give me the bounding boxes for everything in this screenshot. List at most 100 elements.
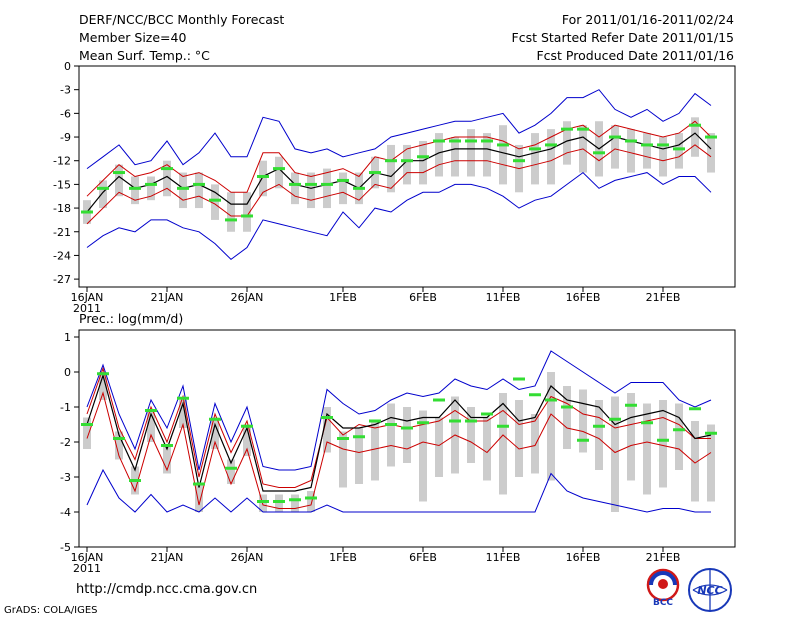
precip-marker <box>273 500 285 503</box>
temp-marker <box>129 186 141 190</box>
temp-marker <box>305 182 317 186</box>
precip-spread-box <box>179 400 187 428</box>
temp-spread-box <box>179 172 187 209</box>
temp-spread-box <box>675 133 683 169</box>
precip-xtick-label: 16JAN <box>71 551 104 564</box>
precip-marker <box>417 421 429 425</box>
temp-marker <box>625 139 637 143</box>
precip-marker <box>497 424 509 428</box>
precip-spread-box <box>291 494 299 512</box>
precip-xtick-label: 11FEB <box>486 551 521 564</box>
precip-spread-box <box>691 421 699 502</box>
bcc-logo: BCC <box>646 568 680 608</box>
temp-spread-box <box>115 164 123 197</box>
precip-marker <box>561 405 573 409</box>
temp-spread-box <box>195 172 203 209</box>
precip-marker <box>337 437 349 440</box>
precip-marker <box>145 409 157 412</box>
precip-marker <box>545 398 557 402</box>
temp-spread-box <box>403 144 411 185</box>
precip-ytick-label: -4 <box>60 506 71 519</box>
precip-marker <box>257 500 269 503</box>
temp-marker <box>369 171 381 175</box>
precip-max-line <box>86 350 712 471</box>
temp-marker <box>177 186 189 190</box>
precip-spread-box <box>547 372 555 481</box>
precip-year-label: 2011 <box>73 562 101 575</box>
precip-spread-box <box>211 417 219 449</box>
temp-marker <box>161 167 173 171</box>
precip-marker <box>177 396 189 400</box>
precip-lower-line <box>86 391 712 509</box>
precip-marker <box>641 421 653 425</box>
precip-spread-box <box>483 417 491 481</box>
precip-spread-box <box>147 410 155 442</box>
precip-spread-box <box>83 417 91 449</box>
precip-marker <box>353 435 365 439</box>
temp-ytick-label: -15 <box>53 178 71 191</box>
precip-xtick-label: 21JAN <box>151 551 184 564</box>
precip-xtick-label: 21FEB <box>646 551 681 564</box>
precip-upper-line <box>86 366 711 488</box>
precip-spread-box <box>627 393 635 481</box>
temp-marker <box>113 171 125 175</box>
precip-spread-box <box>435 417 443 477</box>
precip-spread-box <box>323 407 331 453</box>
precip-spread-box <box>227 459 235 484</box>
temp-ytick-label: 0 <box>64 60 71 73</box>
precip-spread-box <box>611 396 619 512</box>
temp-marker <box>241 214 253 218</box>
temp-marker <box>353 186 365 190</box>
precip-spread-box <box>515 400 523 477</box>
precip-marker <box>689 407 701 411</box>
precip-marker <box>481 412 493 416</box>
temp-lower-line <box>86 144 712 225</box>
precip-spread-box <box>115 431 123 460</box>
temp-xtick-label: 21FEB <box>646 291 681 304</box>
precip-marker <box>193 482 205 486</box>
temp-marker <box>513 159 525 163</box>
precip-spread-box <box>195 484 203 512</box>
precip-spread-box <box>99 372 107 400</box>
temp-ytick-label: -21 <box>53 226 71 239</box>
temp-marker <box>577 127 589 131</box>
precip-marker <box>113 437 125 440</box>
temp-spread-box <box>131 176 139 205</box>
precip-spread-box <box>371 421 379 481</box>
precip-marker <box>305 496 317 500</box>
precip-marker <box>161 444 173 447</box>
precip-xtick-label: 26JAN <box>231 551 264 564</box>
precip-marker <box>625 403 637 407</box>
temp-spread-box <box>163 160 171 197</box>
temp-xtick-label: 6FEB <box>409 291 437 304</box>
temp-spread-box <box>323 168 331 209</box>
temp-spread-box <box>483 133 491 177</box>
precip-panel-title: Prec.: log(mm/d) <box>79 311 184 326</box>
temp-marker <box>481 139 493 143</box>
temp-xtick-label: 1FEB <box>329 291 357 304</box>
temp-max-line <box>86 89 712 170</box>
temp-xtick-label: 26JAN <box>231 291 264 304</box>
temp-marker <box>321 182 333 186</box>
temp-mean-line <box>86 132 712 213</box>
precip-spread-box <box>707 424 715 502</box>
member-size: Member Size=40 <box>79 30 187 45</box>
temp-spread-box <box>243 192 251 232</box>
grads-credit: GrADS: COLA/IGES <box>4 605 98 616</box>
source-url[interactable]: http://cmdp.ncc.cma.gov.cn <box>76 582 258 597</box>
temp-marker <box>657 143 669 147</box>
precip-spread-box <box>403 407 411 463</box>
temp-marker <box>689 123 701 127</box>
temp-marker <box>497 143 509 147</box>
precip-spread-box <box>307 491 315 512</box>
precip-spread-box <box>355 428 363 484</box>
temp-marker <box>673 147 685 151</box>
forecast-started-date: Fcst Started Refer Date 2011/01/15 <box>511 30 735 45</box>
temp-spread-box <box>563 121 571 165</box>
temp-marker <box>465 139 477 143</box>
temp-marker <box>337 178 349 182</box>
temp-marker <box>273 167 285 171</box>
temp-ytick-label: -9 <box>60 131 71 144</box>
precip-marker <box>609 417 621 421</box>
